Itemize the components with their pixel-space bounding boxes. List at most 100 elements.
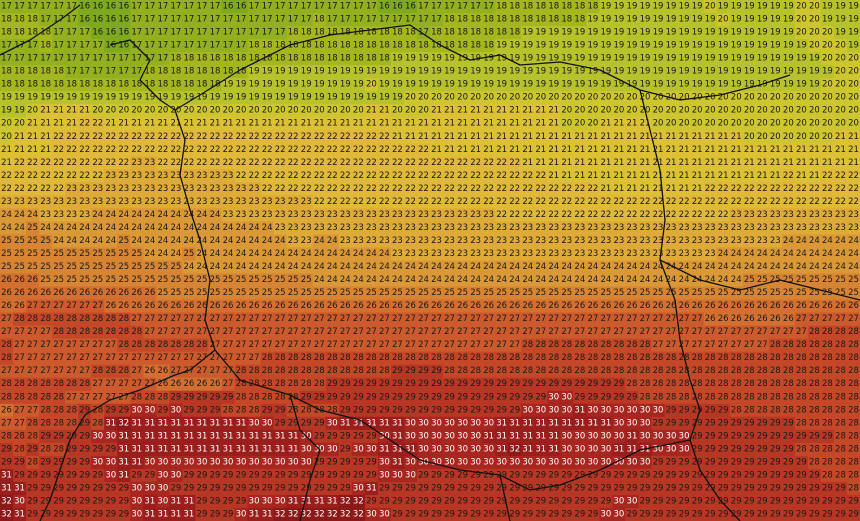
cell-value: 20	[431, 93, 442, 103]
cell-value: 19	[301, 67, 312, 77]
cell-value: 19	[340, 67, 351, 77]
cell-value: 29	[457, 470, 468, 480]
cell	[768, 13, 783, 27]
cell-value: 29	[757, 431, 768, 441]
cell	[65, 78, 79, 92]
cell	[182, 78, 196, 92]
cell-value: 29	[105, 405, 116, 415]
cell-value: 18	[535, 2, 546, 12]
cell-value: 22	[131, 132, 142, 142]
cell-value: 30	[535, 405, 546, 415]
cell	[534, 65, 548, 79]
cell-value: 28	[288, 366, 299, 376]
cell-value: 23	[405, 223, 416, 233]
cell-value: 24	[327, 236, 338, 246]
cell-value: 26	[144, 301, 155, 311]
cell-value: 31	[262, 444, 273, 454]
cell-value: 19	[314, 80, 325, 90]
cell-value: 19	[288, 67, 299, 77]
cell-value: 19	[314, 67, 325, 77]
cell-value: 31	[496, 431, 507, 441]
cell-value: 24	[509, 262, 520, 272]
cell-value: 27	[653, 314, 664, 324]
cell-value: 17	[340, 15, 351, 25]
cell-value: 19	[574, 54, 585, 64]
cell	[482, 13, 496, 27]
cell-value: 28	[27, 457, 38, 467]
cell	[677, 13, 692, 27]
cell-value: 21	[561, 158, 572, 168]
cell-value: 19	[561, 41, 572, 51]
cell-value: 24	[679, 275, 690, 285]
cell-value: 25	[470, 288, 481, 298]
cell-value: 24	[809, 249, 820, 259]
cell-value: 25	[574, 288, 585, 298]
cell	[560, 0, 574, 14]
cell-value: 31	[392, 418, 403, 428]
cell-value: 22	[340, 184, 351, 194]
cell-value: 22	[288, 158, 299, 168]
cell-value: 30	[92, 457, 103, 467]
cell-value: 28	[783, 392, 794, 402]
cell-value: 18	[314, 15, 325, 25]
cell-value: 19	[718, 54, 729, 64]
cell-value: 30	[561, 405, 572, 415]
cell	[26, 39, 40, 53]
cell	[143, 39, 157, 53]
cell-value: 21	[197, 119, 208, 129]
cell-value: 24	[627, 262, 638, 272]
cell-value: 20	[210, 106, 221, 116]
cell-value: 22	[236, 158, 247, 168]
cell-value: 23	[275, 223, 286, 233]
cell-value: 28	[705, 379, 716, 389]
cell-value: 22	[744, 197, 755, 207]
cell-value: 21	[574, 158, 585, 168]
cell-value: 31	[210, 431, 221, 441]
cell-value: 31	[184, 418, 195, 428]
cell-value: 26	[483, 301, 494, 311]
cell	[234, 0, 249, 14]
cell-value: 27	[535, 327, 546, 337]
cell-value: 26	[640, 301, 651, 311]
cell	[846, 26, 860, 40]
cell-value: 22	[614, 197, 625, 207]
cell-value: 17	[157, 15, 168, 25]
cell-value: 21	[1, 158, 12, 168]
cell-value: 27	[366, 314, 377, 324]
cell	[312, 13, 327, 27]
cell-value: 27	[92, 392, 103, 402]
cell-value: 29	[535, 379, 546, 389]
cell-value: 25	[705, 288, 716, 298]
cell-value: 19	[692, 2, 703, 12]
cell-value: 29	[418, 379, 429, 389]
cell-value: 19	[653, 2, 664, 12]
cell-value: 20	[470, 93, 481, 103]
cell	[768, 0, 783, 14]
cell-value: 28	[457, 353, 468, 363]
cell	[208, 13, 223, 27]
cell-value: 22	[275, 184, 286, 194]
cell-value: 22	[301, 132, 312, 142]
cell-value: 19	[705, 80, 716, 90]
cell	[104, 78, 118, 92]
cell-value: 31	[210, 444, 221, 454]
cell-value: 24	[809, 262, 820, 272]
cell-value: 25	[1, 236, 12, 246]
cell	[52, 0, 66, 14]
cell-value: 22	[157, 158, 168, 168]
cell-value: 29	[587, 392, 598, 402]
cell-value: 29	[27, 470, 38, 480]
cell-value: 19	[614, 41, 625, 51]
cell-value: 28	[262, 392, 273, 402]
cell-value: 27	[27, 405, 38, 415]
cell	[130, 39, 144, 53]
cell-value: 23	[223, 184, 234, 194]
cell-value: 19	[770, 2, 781, 12]
cell-value: 24	[184, 223, 195, 233]
cell-value: 27	[496, 327, 507, 337]
cell	[416, 13, 431, 27]
cell-value: 29	[731, 431, 742, 441]
cell-value: 22	[509, 184, 520, 194]
cell-value: 18	[210, 67, 221, 77]
cell-value: 19	[783, 28, 794, 38]
